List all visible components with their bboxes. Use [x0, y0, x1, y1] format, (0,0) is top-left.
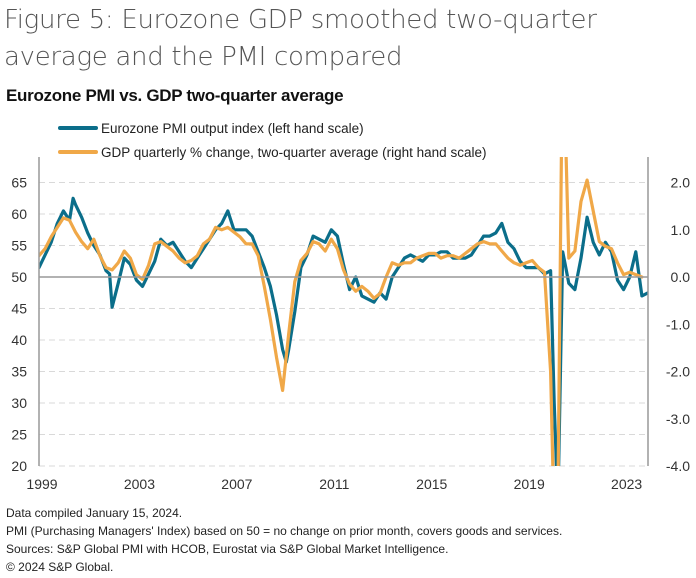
y-tick-right-label: 0.0 [671, 269, 691, 285]
y-tick-right-label: 2.0 [671, 175, 691, 191]
series-line-pmi [39, 196, 648, 466]
y-tick-left-label: 45 [11, 301, 27, 317]
x-tick-label: 2023 [611, 476, 642, 492]
legend-swatch-pmi [58, 126, 98, 130]
legend-item-gdp: GDP quarterly % change, two-quarter aver… [58, 143, 486, 161]
x-tick-label: 2019 [514, 476, 545, 492]
x-tick-label: 2003 [124, 476, 155, 492]
y-tick-left-label: 60 [11, 206, 27, 222]
y-tick-right-label: -2.0 [666, 364, 690, 380]
y-tick-left-label: 50 [11, 269, 27, 285]
chart-title: Eurozone PMI vs. GDP two-quarter average [6, 86, 344, 105]
x-tick-label: 1999 [26, 476, 57, 492]
note-copyright: © 2024 S&P Global. [6, 560, 114, 574]
legend-label-pmi: Eurozone PMI output index (left hand sca… [101, 120, 364, 136]
note-sources: Sources: S&P Global PMI with HCOB, Euros… [6, 542, 449, 556]
note-pmi-definition: PMI (Purchasing Managers' Index) based o… [6, 524, 563, 538]
y-tick-left-label: 30 [11, 395, 27, 411]
chart-canvas: 20 25 30 35 40 45 50 55 60 65 -4.0 -3.0 -2.0 -1.0 0.0 1… [11, 157, 690, 493]
x-tick-label: 2007 [221, 476, 252, 492]
legend-swatch-gdp [58, 150, 98, 154]
y-tick-right-label: -4.0 [666, 458, 690, 474]
y-tick-left-label: 40 [11, 332, 27, 348]
figure-title: Figure 5: Eurozone GDP smoothed two-quar… [4, 5, 597, 72]
axes [38, 157, 649, 466]
y-tick-right-label: -1.0 [666, 316, 690, 332]
y-tick-right-label: -3.0 [666, 411, 690, 427]
chart-notes: Data compiled January 15, 2024. PMI (Pur… [6, 504, 562, 576]
y-tick-left-label: 20 [11, 458, 27, 474]
note-data-compiled: Data compiled January 15, 2024. [6, 506, 183, 520]
series-lines [39, 157, 648, 466]
y-tick-right-label: 1.0 [671, 222, 691, 238]
x-tick-label: 2011 [319, 476, 349, 492]
x-tick-label: 2015 [416, 476, 447, 492]
y-tick-left-label: 65 [11, 175, 27, 191]
y-tick-left-label: 35 [11, 364, 27, 380]
legend-label-gdp: GDP quarterly % change, two-quarter aver… [101, 144, 487, 160]
legend-item-pmi: Eurozone PMI output index (left hand sca… [58, 119, 364, 137]
y-tick-left-label: 25 [11, 427, 27, 443]
y-tick-left-label: 55 [11, 238, 27, 254]
gridlines [39, 182, 648, 467]
tick-labels: 20 25 30 35 40 45 50 55 60 65 -4.0 -3.0 -2.0 -1.0 0.0 1… [11, 175, 690, 493]
